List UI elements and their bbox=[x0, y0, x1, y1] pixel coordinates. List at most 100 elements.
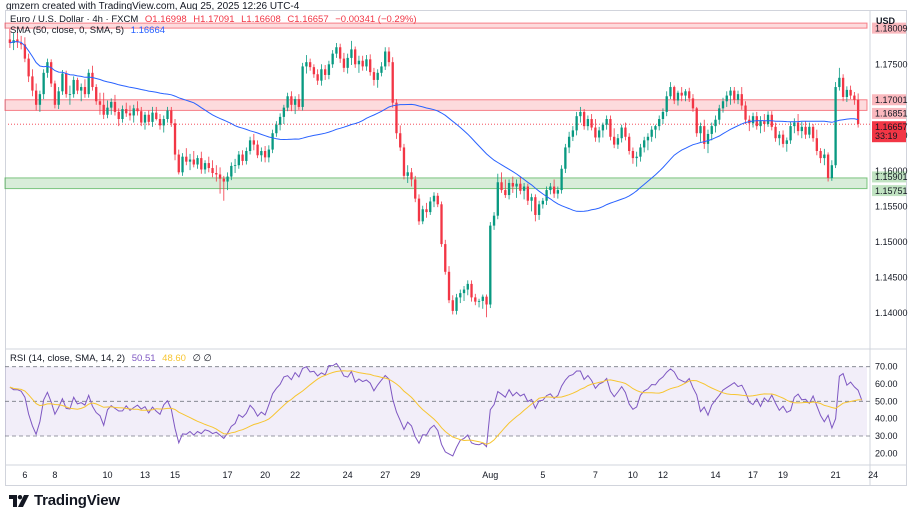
candle-body bbox=[703, 126, 706, 144]
candle-body bbox=[256, 144, 259, 156]
candle-body bbox=[429, 201, 432, 213]
candle-body bbox=[384, 51, 387, 67]
candle-body bbox=[49, 62, 53, 84]
candle-body bbox=[110, 101, 113, 108]
candle-body bbox=[436, 195, 439, 205]
candle-body bbox=[402, 147, 406, 176]
candle-body bbox=[526, 186, 529, 201]
candle-body bbox=[455, 297, 458, 311]
open-value: O1.16998 bbox=[144, 14, 187, 25]
candle-body bbox=[233, 165, 237, 167]
candle-body bbox=[725, 95, 728, 102]
candle-body bbox=[113, 101, 117, 112]
resistance-label-2b: 1.16851 bbox=[875, 109, 908, 119]
candle-body bbox=[241, 154, 244, 161]
candle-body bbox=[395, 102, 398, 134]
candle-body bbox=[440, 204, 443, 245]
candle-body bbox=[297, 99, 301, 107]
candle-body bbox=[676, 92, 680, 101]
candle-body bbox=[537, 204, 541, 215]
candle-body bbox=[556, 190, 560, 194]
currency-label[interactable]: USD bbox=[876, 16, 896, 26]
close-value: C1.16657 bbox=[287, 14, 329, 25]
candle-body bbox=[492, 215, 496, 226]
candle-body bbox=[597, 130, 601, 138]
rsi-line bbox=[9, 362, 863, 457]
candle-body bbox=[293, 99, 297, 105]
symbol-title[interactable]: Euro / U.S. Dollar · 4h · FXCM bbox=[10, 14, 139, 25]
candle-body bbox=[38, 94, 42, 105]
candle-body bbox=[399, 133, 402, 148]
candle-body bbox=[511, 182, 514, 187]
candle-body bbox=[766, 114, 770, 124]
tradingview-logo[interactable]: TradingView bbox=[9, 492, 120, 509]
time-tick-label: 5 bbox=[540, 470, 545, 480]
candle-body bbox=[406, 172, 409, 176]
candle-body bbox=[391, 62, 394, 103]
candle-body bbox=[688, 91, 691, 99]
candle-body bbox=[132, 108, 135, 116]
time-tick-label: 27 bbox=[380, 470, 390, 480]
candle-body bbox=[369, 59, 372, 73]
candle-body bbox=[856, 99, 860, 124]
candle-body bbox=[624, 127, 627, 137]
candle-body bbox=[19, 42, 23, 45]
candle-body bbox=[192, 159, 195, 165]
candle-body bbox=[579, 111, 582, 117]
candle-body bbox=[290, 96, 293, 105]
symbol-legend: Euro / U.S. Dollar · 4h · FXCM O1.16998 … bbox=[10, 14, 421, 25]
candle-body bbox=[125, 109, 128, 114]
candle-body bbox=[496, 182, 499, 216]
candle-body bbox=[706, 133, 710, 144]
candle-body bbox=[158, 119, 162, 126]
candle-body bbox=[744, 105, 747, 120]
candle-body bbox=[552, 186, 556, 194]
candle-body bbox=[147, 114, 150, 122]
sma-value: 1.16664 bbox=[130, 25, 166, 36]
candle-body bbox=[612, 136, 616, 145]
candle-body bbox=[23, 44, 27, 59]
candle-body bbox=[143, 114, 147, 123]
candle-body bbox=[380, 66, 383, 73]
candle-body bbox=[451, 300, 454, 311]
candle-body bbox=[387, 51, 391, 63]
candle-body bbox=[237, 154, 240, 166]
candle-body bbox=[710, 126, 713, 134]
time-tick-label: 24 bbox=[868, 470, 878, 480]
candle-body bbox=[819, 150, 822, 159]
rsi-label[interactable]: RSI (14, close, SMA, 14, 2) bbox=[10, 353, 126, 364]
chart-caption: gmzern created with TradingView.com, Aug… bbox=[6, 1, 300, 12]
candle-body bbox=[680, 92, 683, 96]
candle-body bbox=[665, 96, 668, 112]
time-tick-label: 8 bbox=[52, 470, 57, 480]
candle-body bbox=[267, 149, 271, 158]
candle-body bbox=[834, 87, 837, 166]
candle-body bbox=[278, 116, 282, 125]
candle-body bbox=[342, 58, 346, 68]
candle-body bbox=[601, 124, 605, 131]
candle-body bbox=[729, 90, 732, 96]
time-tick-label: 29 bbox=[410, 470, 420, 480]
candle-body bbox=[571, 130, 575, 137]
price-tick-label: 1.15500 bbox=[875, 201, 908, 211]
candle-body bbox=[98, 101, 102, 105]
candle-body bbox=[823, 154, 826, 159]
candle-body bbox=[252, 140, 256, 145]
candle-body bbox=[564, 147, 567, 169]
candle-body bbox=[740, 94, 743, 106]
candle-body bbox=[485, 296, 488, 305]
high-value: H1.17091 bbox=[193, 14, 235, 25]
candle-body bbox=[410, 172, 413, 180]
time-tick-label: 21 bbox=[831, 470, 841, 480]
candle-body bbox=[605, 119, 608, 125]
rsi-tick-label: 50.00 bbox=[875, 396, 898, 406]
candle-body bbox=[365, 59, 368, 67]
candle-body bbox=[489, 225, 492, 305]
time-tick-label: 17 bbox=[223, 470, 233, 480]
rsi-visibility-icons[interactable]: ∅ ∅ bbox=[192, 353, 212, 364]
sma-label[interactable]: SMA (50, close, 0, SMA, 5) bbox=[10, 25, 125, 36]
candle-body bbox=[763, 121, 766, 124]
candle-body bbox=[151, 112, 154, 122]
candle-body bbox=[346, 57, 349, 68]
